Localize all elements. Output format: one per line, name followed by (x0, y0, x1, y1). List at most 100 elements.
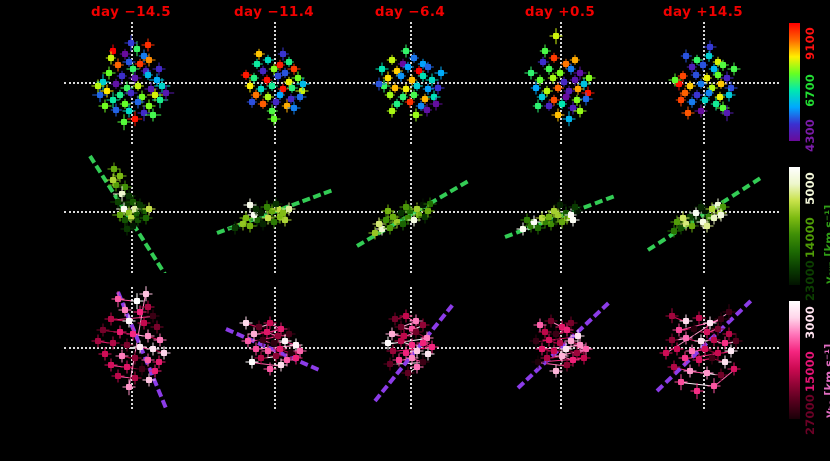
data-point (573, 97, 580, 104)
data-point (694, 56, 701, 63)
data-point (397, 209, 404, 216)
data-point (419, 60, 426, 67)
data-point (733, 338, 740, 345)
data-point (544, 355, 551, 362)
data-point (412, 318, 419, 325)
data-point (269, 82, 276, 89)
data-point (386, 224, 393, 231)
data-point (162, 90, 169, 97)
data-point (566, 115, 573, 122)
data-point (100, 79, 107, 85)
data-point (140, 53, 147, 60)
data-point (418, 102, 425, 109)
data-point (256, 51, 263, 58)
data-point (672, 77, 679, 84)
data-point (397, 323, 404, 330)
scatter-panel-r2-c0 (55, 285, 207, 409)
ca-velocity-colorbar-tick-1: 14000 (803, 216, 817, 258)
data-point (586, 75, 593, 82)
data-point (582, 95, 589, 102)
data-point (129, 66, 136, 73)
he-velocity-colorbar-tick-0: 3000 (803, 305, 817, 339)
data-point (434, 84, 441, 91)
data-point (723, 75, 730, 82)
data-point (263, 77, 270, 84)
data-point (720, 104, 727, 111)
scatter-panel-r2-c2 (334, 285, 486, 409)
data-point (688, 222, 695, 229)
data-point (573, 349, 580, 356)
wavelength-colorbar-tick-1: 6700 (803, 73, 817, 107)
data-point (571, 77, 578, 84)
data-point (545, 66, 552, 73)
data-point (259, 220, 266, 227)
data-point (395, 356, 402, 363)
data-point (711, 66, 718, 73)
data-point (375, 80, 382, 87)
data-point (725, 91, 732, 98)
data-point (542, 219, 549, 226)
data-point (388, 108, 395, 115)
data-point (283, 102, 290, 109)
data-point (533, 338, 540, 345)
data-point (128, 40, 134, 47)
data-point (379, 226, 386, 233)
data-point (390, 213, 397, 220)
data-point (280, 51, 287, 58)
data-point (562, 60, 569, 67)
data-point (115, 296, 122, 303)
crosshair-horizontal-row-2 (64, 347, 779, 349)
data-point (126, 108, 133, 115)
data-point (265, 93, 272, 100)
data-point (392, 316, 399, 323)
data-point (146, 56, 153, 63)
data-point (131, 375, 138, 382)
data-point (557, 340, 563, 347)
data-point (703, 369, 710, 376)
crosshair-vertical-r0-c0 (131, 22, 133, 144)
data-point (677, 224, 684, 231)
data-point (414, 347, 421, 354)
data-point (696, 314, 703, 321)
data-point (126, 58, 133, 65)
data-point (549, 75, 556, 82)
data-point (538, 215, 545, 222)
data-point (144, 71, 151, 78)
data-point (276, 62, 283, 69)
data-point (157, 336, 164, 343)
data-point (701, 345, 708, 352)
data-point (139, 366, 146, 373)
data-point (384, 75, 391, 82)
data-point (137, 60, 144, 67)
data-point (545, 213, 552, 220)
data-point (551, 347, 558, 354)
data-point (271, 340, 277, 347)
data-point (698, 80, 705, 87)
data-point (705, 90, 712, 97)
data-point (392, 84, 399, 91)
data-point (250, 331, 257, 338)
data-point (113, 106, 120, 113)
data-point (564, 362, 571, 369)
data-point (287, 349, 294, 356)
data-point (248, 99, 255, 106)
data-point (569, 356, 576, 363)
data-point (536, 321, 543, 328)
data-point (403, 47, 410, 54)
data-point (688, 99, 695, 106)
data-point (679, 73, 686, 80)
he-velocity-colorbar (788, 300, 801, 420)
data-point (124, 342, 131, 349)
data-point (568, 66, 575, 73)
data-point (129, 331, 136, 338)
data-point (239, 220, 246, 227)
data-point (727, 347, 734, 354)
scatter-panel-r0-c3 (484, 20, 636, 144)
data-point (531, 219, 538, 226)
data-point (720, 204, 727, 211)
data-point (403, 349, 410, 356)
data-point (150, 312, 157, 319)
data-point (553, 331, 560, 338)
data-point (700, 62, 706, 69)
data-point (412, 112, 419, 119)
